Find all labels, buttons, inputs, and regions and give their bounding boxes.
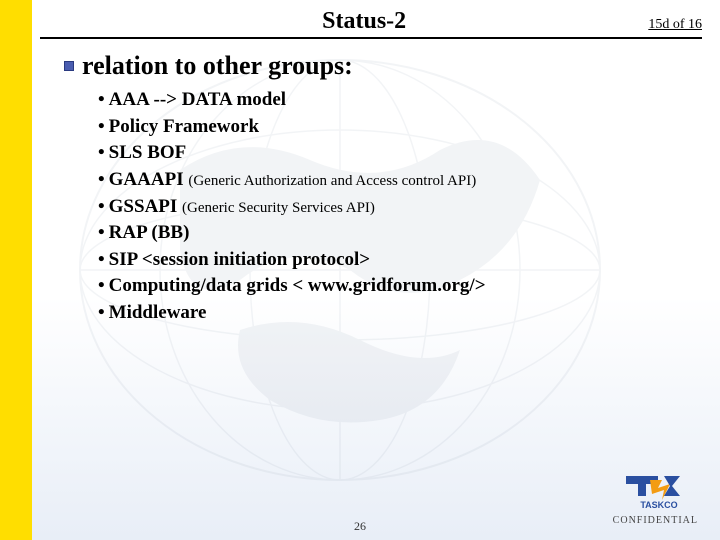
list-item: •Policy Framework [98,114,702,140]
slide-title: Status-2 [40,8,648,35]
page-indicator: 15d of 16 [648,17,702,33]
bullet-text: GAAAPI [109,169,189,190]
square-bullet-icon [64,61,74,71]
list-item: •GSSAPI (Generic Security Services API) [98,194,702,220]
bullet-text: AAA --> DATA model [109,89,286,110]
bullet-text: GSSAPI [109,196,182,217]
section-heading-row: relation to other groups: [64,51,702,81]
confidential-label: CONFIDENTIAL [613,515,698,526]
bullet-text: RAP (BB) [109,222,190,243]
logo-text: TASKCO [640,500,677,510]
slide-content: Status-2 15d of 16 relation to other gro… [0,0,720,326]
list-item: •AAA --> DATA model [98,87,702,113]
title-row: Status-2 15d of 16 [40,8,702,39]
bullet-paren: (Generic Security Services API) [182,200,375,216]
bullet-text: Middleware [109,302,207,323]
bullet-text: Computing/data grids < www.gridforum.org… [109,275,486,296]
list-item: •SLS BOF [98,140,702,166]
company-logo: TASKCO [620,472,698,510]
bullet-text: SIP <session initiation protocol> [109,249,370,270]
bullet-paren: (Generic Authorization and Access contro… [188,173,476,189]
bullet-text: Policy Framework [109,116,259,137]
slide-number: 26 [354,519,366,534]
list-item: •Computing/data grids < www.gridforum.or… [98,273,702,299]
list-item: •GAAAPI (Generic Authorization and Acces… [98,167,702,193]
bullet-list: •AAA --> DATA model •Policy Framework •S… [98,87,702,326]
list-item: •RAP (BB) [98,220,702,246]
list-item: •SIP <session initiation protocol> [98,247,702,273]
list-item: •Middleware [98,300,702,326]
bullet-text: SLS BOF [109,142,187,163]
section-heading: relation to other groups: [82,51,353,81]
